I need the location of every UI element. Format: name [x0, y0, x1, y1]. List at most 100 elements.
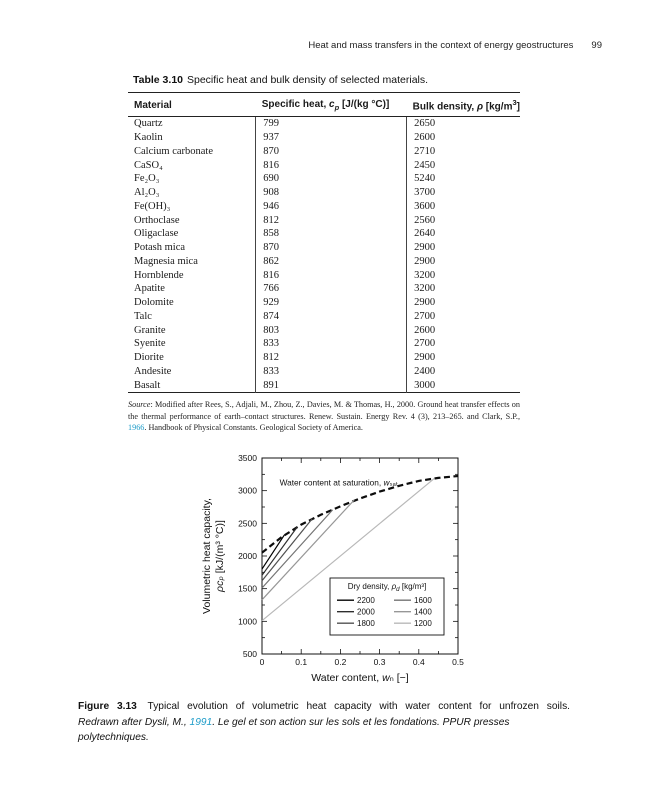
material-cell: Oligaclase [134, 228, 179, 240]
bulk-density-cell: 2700 [406, 309, 520, 324]
source-text-end: . Handbook of Physical Constants. Geolog… [144, 423, 363, 433]
legend-entry-1600: 1600 [414, 596, 432, 605]
header-text: Specific heat, [261, 98, 330, 110]
saturation-annotation: Water content at saturation, wₛₐₜ [280, 477, 399, 487]
running-head-title: Heat and mass transfers in the context o… [308, 40, 574, 51]
specific-heat-cell: 833 [255, 337, 407, 352]
figure-caption-line2: Redrawn after Dysli, M., 1991. Le gel et… [78, 715, 570, 746]
table-row: Talc 874 2700 [128, 309, 520, 324]
series-line-1800 [261, 518, 313, 582]
source-year-link[interactable]: 1966 [128, 423, 145, 433]
specific-heat-cell: 908 [255, 186, 407, 200]
specific-heat-cell: 812 [255, 351, 407, 365]
specific-heat-cell: 690 [255, 172, 407, 187]
figure-caption: Figure 3.13 Typical evolution of volumet… [78, 699, 570, 746]
data-table: Material Specific heat, cp [J/(kg °C)] B… [128, 92, 520, 394]
source-note: Source: Modified after Rees, S., Adjali,… [128, 399, 520, 433]
specific-heat-cell: 812 [255, 213, 407, 228]
column-header-specific-heat: Specific heat, cp [J/(kg °C)] [255, 92, 407, 118]
header-unit: [kg/m [483, 101, 513, 113]
material-cell: Hornblende [134, 269, 184, 281]
material-cell: CaSO₄ [134, 159, 163, 171]
material-cell: Magnesia mica [134, 255, 198, 267]
series-line-1200 [261, 477, 435, 622]
legend-title: Dry density, ρd [kg/m³] [348, 582, 427, 593]
specific-heat-cell: 870 [255, 241, 407, 255]
material-cell: Basalt [134, 379, 161, 391]
table-row: Diorite 812 2900 [128, 351, 520, 365]
table-row: Hornblende 816 3200 [128, 268, 520, 283]
table-title-text: Specific heat and bulk density of select… [187, 74, 429, 86]
material-cell: Al₂O₃ [134, 187, 160, 199]
y-tick-label: 2500 [238, 518, 257, 528]
bulk-density-cell: 2650 [406, 116, 520, 132]
table-title: Table 3.10 Specific heat and bulk density… [133, 74, 428, 86]
specific-heat-cell: 870 [255, 144, 407, 159]
x-tick-label: 0 [260, 657, 265, 667]
series-line-1600 [261, 509, 334, 589]
table-row: Al₂O₃ 908 3700 [128, 186, 520, 200]
material-cell: Quartz [134, 118, 163, 130]
specific-heat-cell: 929 [255, 296, 407, 310]
table-row: Andesite 833 2400 [128, 364, 520, 379]
specific-heat-cell: 862 [255, 254, 407, 269]
material-cell: Kaolin [134, 132, 163, 144]
credit-year-link[interactable]: 1991 [189, 716, 213, 728]
chart-svg: 0 0.1 0.2 0.3 0.4 0.5 500 1000 1500 2000 2500 3000 3… [201, 453, 464, 684]
bulk-density-cell: 2900 [406, 241, 520, 255]
table-row: Fe₂O₃ 690 5240 [128, 172, 520, 187]
x-tick-label: 0.2 [334, 657, 346, 667]
table-row: Granite 803 2600 [128, 323, 520, 338]
x-axis-label: Water content, wₙ [−] [311, 672, 409, 684]
x-tick-label: 0.3 [374, 657, 386, 667]
specific-heat-cell: 874 [255, 309, 407, 324]
material-cell: Dolomite [134, 297, 174, 309]
x-tick-label: 0.5 [452, 657, 464, 667]
specific-heat-cell: 816 [255, 158, 407, 173]
y-axis-label-line2: ρcₚ [kJ/(m³ °C)] [214, 520, 226, 593]
material-cell: Talc [134, 310, 152, 322]
source-label: Source [128, 400, 151, 410]
bulk-density-cell: 2600 [406, 131, 520, 145]
bulk-density-cell: 3000 [406, 378, 520, 393]
legend-entry-1200: 1200 [414, 619, 432, 628]
material-cell: Syenite [134, 338, 166, 350]
bulk-density-cell: 2900 [406, 254, 520, 269]
chart-legend-box [329, 577, 445, 636]
material-cell: Fe(OH)₃ [134, 200, 171, 212]
symbol-c: c [329, 98, 335, 110]
series-line-1400 [261, 499, 355, 601]
saturation-curve [261, 474, 459, 554]
material-cell: Orthoclase [134, 214, 180, 226]
material-cell: Fe₂O₃ [134, 173, 160, 185]
material-cell: Apatite [134, 283, 165, 295]
header-unit: [J/(kg °C)] [339, 98, 390, 110]
bulk-density-cell: 2600 [406, 323, 520, 338]
table-row: Calcium carbonate 870 2710 [128, 144, 520, 159]
table-row: Kaolin 937 2600 [128, 131, 520, 145]
bulk-density-cell: 3200 [406, 282, 520, 297]
source-text: : Modified after Rees, S., Adjali, M., Z… [128, 400, 520, 421]
bulk-density-cell: 2900 [406, 296, 520, 310]
table-row: Oligaclase 858 2640 [128, 227, 520, 242]
specific-heat-cell: 891 [255, 378, 407, 393]
material-cell: Andesite [134, 365, 172, 377]
bulk-density-cell: 5240 [406, 172, 520, 187]
bulk-density-cell: 3200 [406, 268, 520, 283]
page-number: 99 [591, 40, 602, 51]
table-row: Magnesia mica 862 2900 [128, 254, 520, 269]
running-head: Heat and mass transfers in the context o… [128, 40, 602, 51]
figure-credit-post: . Le gel et son action sur les sols et l… [78, 716, 510, 744]
legend-entry-1400: 1400 [414, 608, 432, 617]
series-line-2000 [261, 526, 298, 576]
table-body: Quartz 799 2650 Kaolin 937 2600 Calcium carbon… [128, 116, 520, 393]
table-row: Fe(OH)₃ 946 3600 [128, 199, 520, 214]
table-row: Quartz 799 2650 [128, 116, 520, 132]
specific-heat-cell: 946 [255, 199, 407, 214]
specific-heat-cell: 799 [255, 116, 407, 132]
y-tick-label: 500 [243, 649, 257, 659]
y-axis-label-line1: Volumetric heat capacity, [201, 498, 213, 614]
legend-entry-2000: 2000 [357, 608, 375, 617]
y-tick-label: 1500 [238, 584, 257, 594]
